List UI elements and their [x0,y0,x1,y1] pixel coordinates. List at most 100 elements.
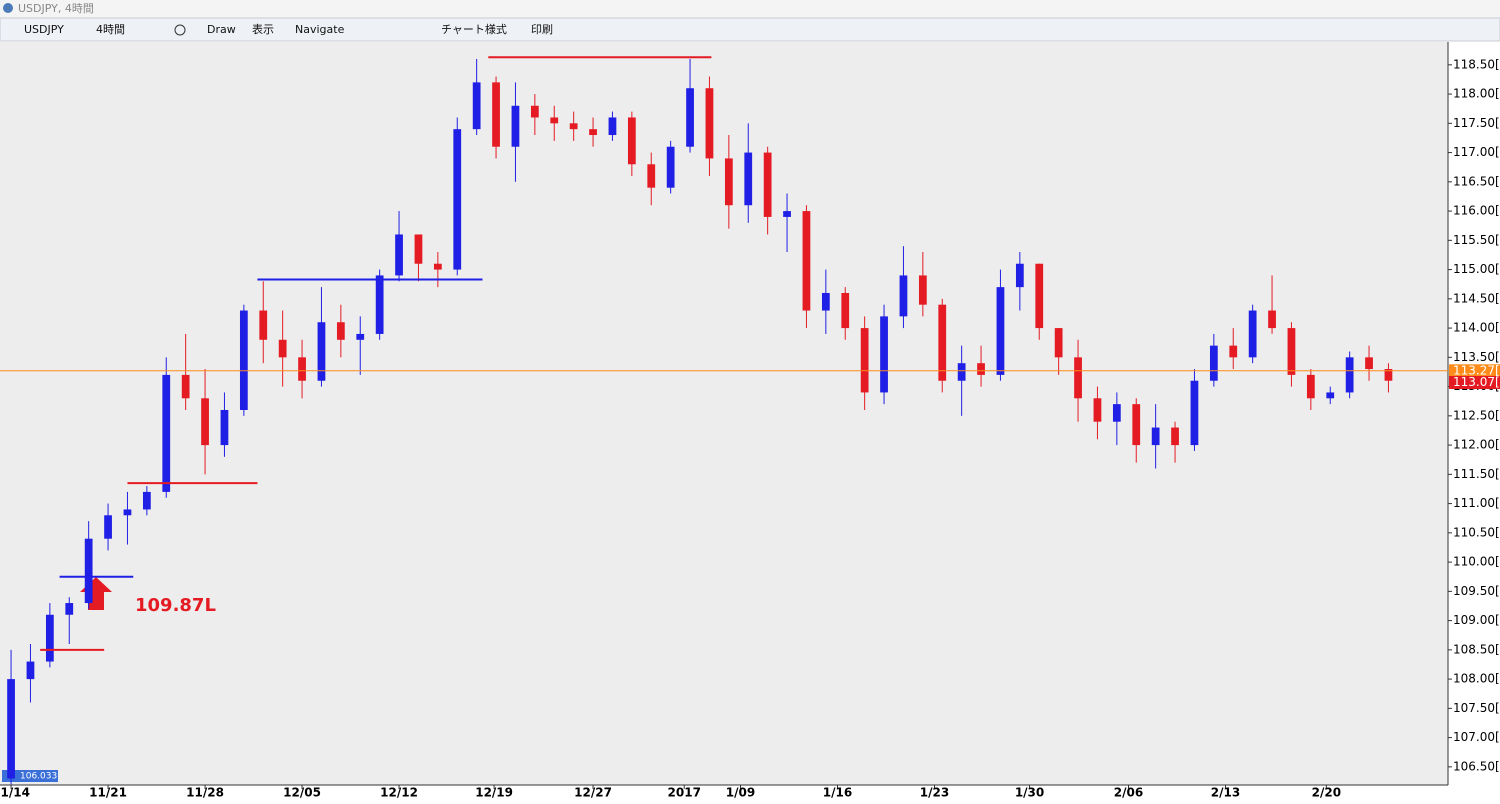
y-tick-label: 109.00[0 [1453,613,1500,627]
candle-body [705,88,714,159]
candle-body [181,374,190,399]
price-label: 113.07[0 [1453,375,1500,389]
candle-body [1112,404,1121,422]
candle-body [45,614,54,662]
y-tick-label: 111.00[0 [1453,496,1500,510]
candle-body [1093,398,1102,422]
candle-body [1229,345,1238,358]
candle-body [686,88,694,147]
candle-body [763,152,772,217]
candle-body [666,146,675,188]
y-tick-label: 114.50[0 [1453,291,1500,305]
toolbar-timeframe[interactable]: 4時間 [96,23,125,36]
window-title: USDJPY, 4時間 [18,2,94,15]
toolbar-symbol[interactable]: USDJPY [24,23,64,36]
candle-body [569,123,578,130]
candle-body [395,234,403,276]
toolbar [0,17,1500,42]
x-tick-label: 2/20 [1312,786,1341,800]
candle-body [1190,380,1199,446]
candle-body [201,398,209,446]
x-tick-label: 12/19 [475,786,513,800]
y-tick-label: 114.00[0 [1453,321,1500,335]
low-marker: 106.033 [20,772,57,782]
x-tick-label: 12/27 [574,786,612,800]
candle-body [996,287,1005,375]
candle-body [336,322,345,340]
candle-body [821,292,830,311]
price-label: 113.27[0 [1453,363,1500,377]
y-tick-label: 108.00[0 [1453,672,1500,686]
candle-body [1268,310,1276,329]
candle-body [918,275,927,305]
candle-body [1306,374,1315,399]
toolbar-shape-icon[interactable] [174,24,186,36]
candle-body [957,363,966,381]
candle-body [1287,328,1296,375]
candle-body [589,129,597,136]
candle-body [1326,392,1335,399]
candle-body [1209,345,1218,381]
candle-body [162,374,171,492]
y-tick-label: 118.50[0 [1453,57,1500,71]
candle-body [259,310,268,340]
x-tick-label: 1/30 [1015,786,1044,800]
candle-body [608,117,617,136]
candle-body [65,603,74,615]
candle-body [880,316,888,393]
app-icon [3,3,13,13]
candle-body [453,129,462,270]
y-tick-label: 116.00[0 [1453,204,1500,218]
y-tick-label: 107.50[0 [1453,701,1500,715]
candle-body [220,409,229,446]
x-tick-label: 12/05 [283,786,321,800]
candle-body [26,661,35,680]
x-tick-label: 2017 [668,786,701,800]
candle-body [1035,263,1044,329]
y-tick-label: 115.50[0 [1453,233,1500,247]
candle-body [647,164,656,188]
y-tick-label: 106.50[0 [1453,759,1500,773]
candle-body [1132,404,1141,446]
candle-body [84,538,93,604]
candle-body [841,292,850,329]
y-tick-label: 108.50[0 [1453,642,1500,656]
title-bar [0,0,1500,18]
candle-body [1248,310,1257,358]
y-tick-label: 118.00[0 [1453,87,1500,101]
candle-body [472,82,481,130]
toolbar-view[interactable]: 表示 [252,22,274,36]
y-tick-label: 110.00[0 [1453,555,1500,569]
candle-body [104,515,112,539]
candle-body [627,117,636,165]
y-tick-label: 117.00[0 [1453,145,1500,159]
candle-body [530,105,539,118]
candle-body [7,679,15,779]
toolbar-draw[interactable]: Draw [207,23,236,36]
x-tick-label: 1/23 [920,786,949,800]
candle-body [356,333,365,340]
price-label-box [1449,375,1500,389]
price-label-box [1449,364,1500,378]
toolbar-chart-style[interactable]: チャート様式 [441,22,507,36]
low-marker-box [2,770,58,782]
y-tick-label: 110.50[0 [1453,525,1500,539]
candle-body [783,211,791,217]
toolbar-navigate[interactable]: Navigate [295,23,345,36]
candle-body [433,263,442,270]
y-tick-label: 112.00[0 [1453,438,1500,452]
candle-body [239,310,248,410]
y-tick-label: 111.50[0 [1453,467,1500,481]
y-tick-label: 107.00[0 [1453,730,1500,744]
y-tick-label: 116.50[0 [1453,174,1500,188]
toolbar-print[interactable]: 印刷 [531,23,553,36]
plot-area [0,42,1448,785]
y-tick-label: 113.50[0 [1453,350,1500,364]
candle-body [802,211,811,311]
candle-body [298,357,306,381]
candle-body [744,152,753,206]
candle-body [1345,357,1354,393]
candle-body [414,234,423,264]
candle-body [860,328,869,393]
